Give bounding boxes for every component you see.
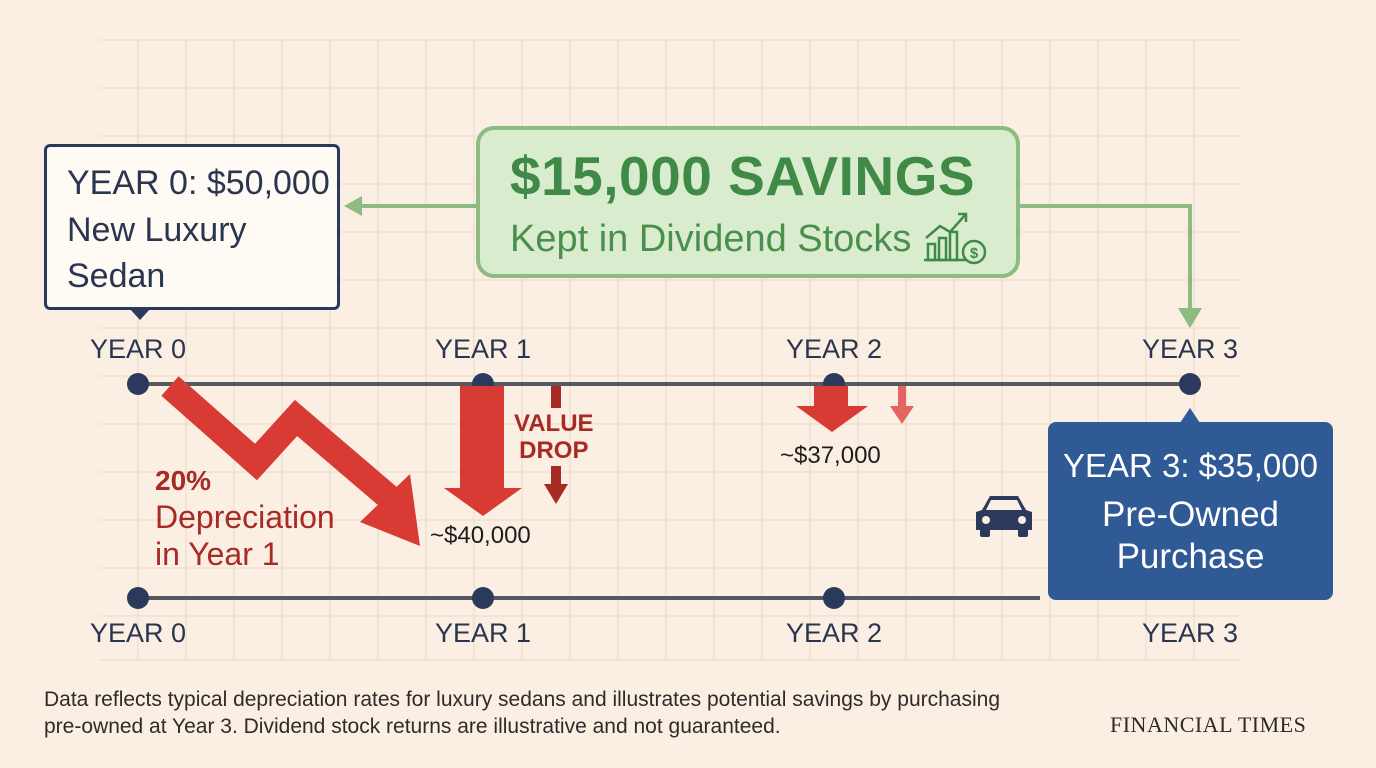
timeline-bottom-label-year1: YEAR 1 (434, 618, 532, 648)
timeline-bottom-label-year2: YEAR 2 (785, 618, 883, 648)
year1-value: ~$40,000 (430, 522, 531, 549)
year2-small-arrow (890, 386, 914, 424)
value-drop-line2: DROP (519, 437, 589, 464)
timeline-top-label-year0: YEAR 0 (89, 334, 187, 364)
value-drop-label: VALUE DROP (514, 410, 594, 464)
depreciation-arrow (161, 376, 420, 546)
depreciation-percent: 20% (155, 465, 212, 496)
timeline-bottom-node-year2 (823, 587, 845, 609)
year2-drop-arrow (796, 386, 868, 432)
stocks-growth-icon: $ (924, 212, 987, 265)
new-sedan-callout-pointer (130, 309, 150, 320)
timeline-bottom (127, 587, 1040, 609)
value-drop-arrow (544, 386, 568, 504)
timeline-bottom-label-year3: YEAR 3 (1141, 618, 1239, 648)
car-icon (976, 496, 1032, 537)
year1-drop-arrow (444, 386, 522, 516)
brand-logo: FINANCIAL TIMES (1110, 712, 1307, 737)
preowned-callout: YEAR 3: $35,000 Pre-Owned Purchase (1048, 422, 1333, 600)
new-sedan-price: YEAR 0: $50,000 (67, 164, 330, 202)
timeline-top (127, 373, 1201, 395)
savings-title: $15,000 SAVINGS (510, 145, 976, 207)
timeline-bottom-node-year1 (472, 587, 494, 609)
value-drop-line1: VALUE (514, 410, 594, 437)
preowned-callout-pointer (1180, 408, 1200, 423)
preowned-label: Pre-Owned Purchase (1101, 495, 1280, 576)
footnote: Data reflects typical depreciation rates… (44, 688, 1001, 738)
new-sedan-callout: YEAR 0: $50,000 New Luxury Sedan (44, 144, 340, 310)
timeline-top-label-year2: YEAR 2 (785, 334, 883, 364)
depreciation-annotation: 20% Depreciation in Year 1 (155, 462, 335, 573)
savings-connector-right (1020, 204, 1202, 328)
savings-connector-left (344, 196, 476, 216)
savings-box: $15,000 SAVINGS Kept in Dividend Stocks … (476, 126, 1020, 278)
timeline-top-label-year3: YEAR 3 (1141, 334, 1239, 364)
depreciation-line1: Depreciation (155, 499, 335, 535)
depreciation-line2: in Year 1 (155, 536, 280, 572)
new-sedan-label: New Luxury Sedan (67, 211, 247, 295)
timeline-bottom-label-year0: YEAR 0 (89, 618, 187, 648)
timeline-top-label-year1: YEAR 1 (434, 334, 532, 364)
svg-text:$: $ (970, 245, 979, 262)
savings-subtitle: Kept in Dividend Stocks (510, 218, 912, 260)
year2-value: ~$37,000 (780, 442, 881, 469)
timeline-top-node-year3 (1179, 373, 1201, 395)
preowned-price: YEAR 3: $35,000 (1062, 447, 1318, 484)
timeline-bottom-node-year0 (127, 587, 149, 609)
timeline-top-node-year0 (127, 373, 149, 395)
